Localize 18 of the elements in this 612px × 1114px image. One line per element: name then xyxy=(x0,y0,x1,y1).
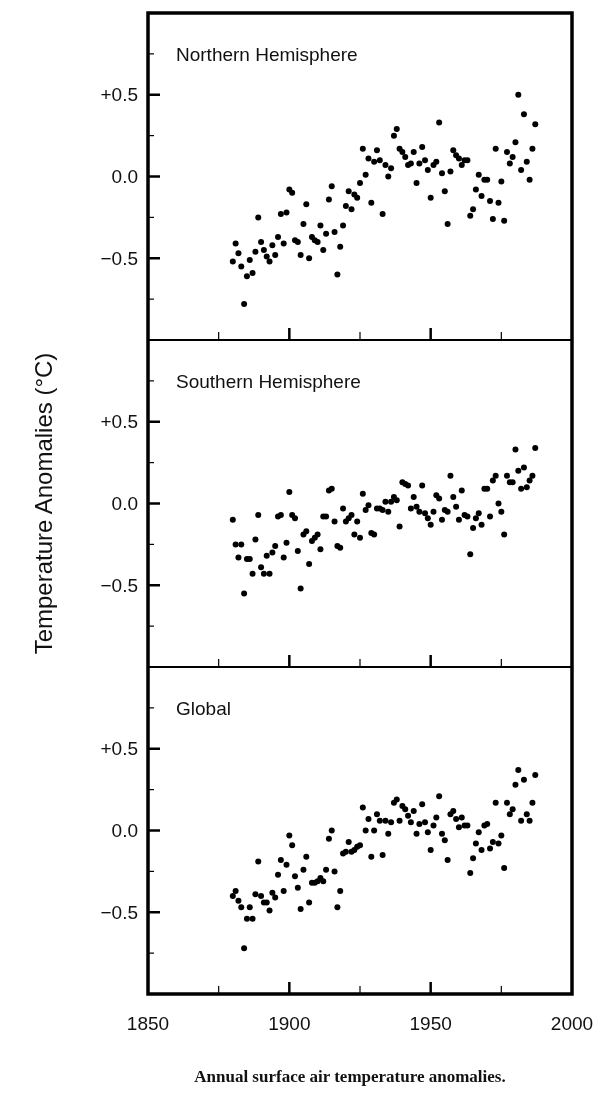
y-tick-label: +0.5 xyxy=(100,84,138,106)
y-tick-label: −0.5 xyxy=(100,574,138,596)
y-tick-label: −0.5 xyxy=(100,901,138,923)
text: Northern Hemisphere xyxy=(176,44,358,65)
y-tick-label: +0.5 xyxy=(100,411,138,433)
x-tick-label: 2000 xyxy=(550,1013,594,1034)
x-tick-label: 1900 xyxy=(268,1013,311,1034)
text: Annual surface air temperature anomalies. xyxy=(194,1067,506,1086)
y-axis-title: Temperature Anomalies (°C) xyxy=(30,352,57,655)
x-tick-label: 1950 xyxy=(409,1013,452,1034)
y-tick-label: 0.0 xyxy=(111,493,138,515)
y-tick-label: +0.5 xyxy=(100,738,138,760)
text: Southern Hemisphere xyxy=(176,371,361,392)
x-tick-label: 1850 xyxy=(126,1013,170,1034)
text: Global xyxy=(176,698,231,719)
y-tick-label: 0.0 xyxy=(111,166,138,188)
y-tick-label: −0.5 xyxy=(100,247,138,269)
y-tick-label: 0.0 xyxy=(111,820,138,842)
